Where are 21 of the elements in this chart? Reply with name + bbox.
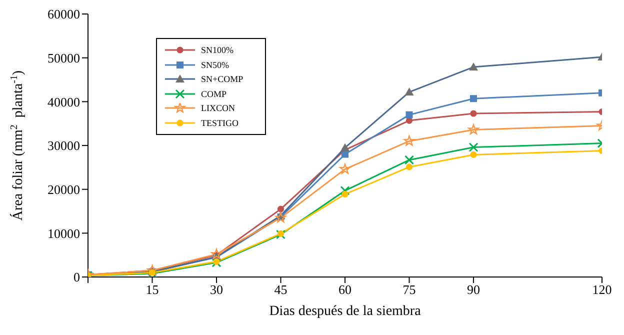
x-tick-label: 15: [146, 282, 159, 298]
x-tick-label: 60: [338, 282, 352, 298]
y-tick-label: 10000: [48, 226, 80, 241]
x-tick-label: 75: [402, 282, 416, 298]
x-axis-title: Dias después de la siembra: [269, 304, 422, 319]
y-tick-label: 60000: [48, 6, 80, 22]
y-tick-label: 50000: [48, 50, 80, 66]
y-tick-label: 0: [74, 270, 80, 285]
legend-label: SN50%: [201, 58, 230, 72]
y-tick-label: 30000: [48, 138, 80, 154]
x-tick-label: 30: [210, 282, 223, 298]
x-tick-label: 45: [274, 282, 288, 298]
legend-label: TESTIGO: [201, 116, 238, 130]
x-tick-label: 90: [467, 282, 480, 298]
legend-label: LIXCON: [201, 102, 235, 115]
y-tick-label: 20000: [48, 182, 80, 197]
legend-label: SN100%: [201, 44, 234, 57]
legend-label: COMP: [201, 88, 227, 100]
x-tick-label: 120: [592, 282, 612, 298]
legend-label: SN+COMP: [201, 73, 244, 86]
y-tick-label: 40000: [48, 94, 80, 110]
